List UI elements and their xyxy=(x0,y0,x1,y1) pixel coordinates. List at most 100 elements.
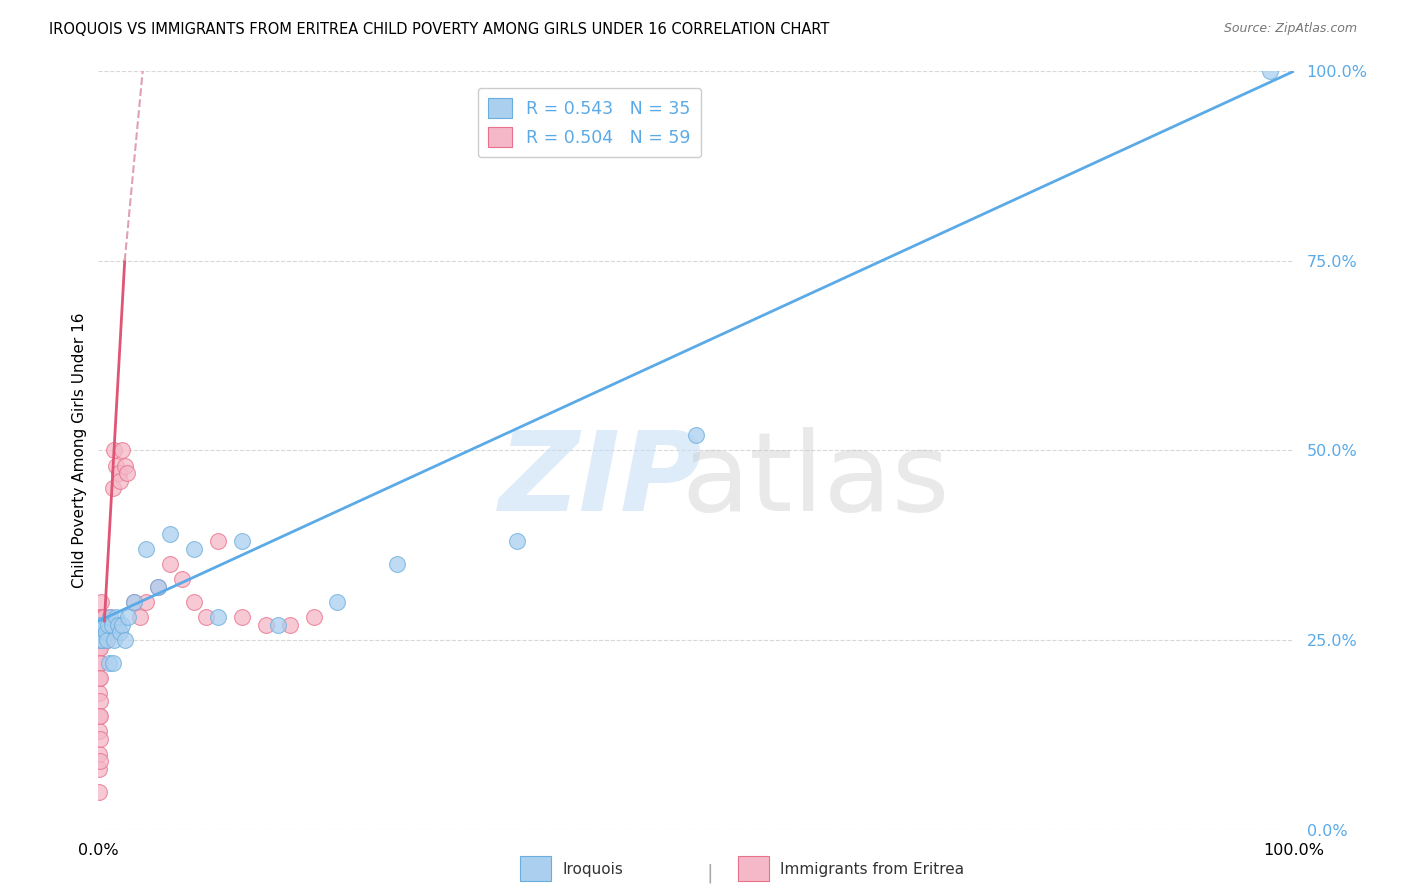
Point xyxy=(98,625,121,640)
Point xyxy=(105,610,128,624)
Point xyxy=(97,617,120,632)
Point xyxy=(148,580,170,594)
Point xyxy=(91,633,114,648)
Point xyxy=(96,633,118,648)
Point xyxy=(87,747,110,761)
Point xyxy=(91,622,114,636)
Point xyxy=(89,755,111,769)
Point xyxy=(148,580,170,594)
Point xyxy=(135,542,157,557)
Point xyxy=(90,617,112,632)
Point xyxy=(90,633,112,648)
Text: |: | xyxy=(707,863,713,883)
Point xyxy=(87,686,110,700)
Point xyxy=(129,610,152,624)
Point xyxy=(87,640,110,655)
Point xyxy=(111,443,134,458)
Point xyxy=(326,595,349,609)
Point xyxy=(124,595,146,609)
Point xyxy=(87,785,110,799)
Point xyxy=(94,617,117,632)
Point xyxy=(91,610,114,624)
Point xyxy=(89,617,111,632)
Point xyxy=(90,595,112,609)
Point xyxy=(267,617,290,632)
Point xyxy=(89,656,111,670)
Point xyxy=(87,762,110,776)
Point xyxy=(91,633,114,648)
Point xyxy=(115,467,138,481)
Point xyxy=(89,617,111,632)
Text: ZIP: ZIP xyxy=(499,427,702,534)
Point xyxy=(98,656,121,670)
Point xyxy=(231,534,253,549)
Point xyxy=(89,708,111,723)
Point xyxy=(105,458,128,473)
Point xyxy=(114,458,136,473)
Point xyxy=(103,633,125,648)
Point xyxy=(278,617,301,632)
Point xyxy=(87,625,110,640)
Point xyxy=(183,542,205,557)
Point xyxy=(98,610,122,624)
Point xyxy=(195,610,218,624)
Point xyxy=(90,617,112,632)
Text: Source: ZipAtlas.com: Source: ZipAtlas.com xyxy=(1223,22,1357,36)
Point xyxy=(89,625,111,640)
Point xyxy=(1258,64,1281,78)
Point xyxy=(114,633,136,648)
Point xyxy=(97,617,120,632)
Point xyxy=(103,443,125,458)
Point xyxy=(93,625,115,640)
Text: IROQUOIS VS IMMIGRANTS FROM ERITREA CHILD POVERTY AMONG GIRLS UNDER 16 CORRELATI: IROQUOIS VS IMMIGRANTS FROM ERITREA CHIL… xyxy=(49,22,830,37)
Point xyxy=(91,625,114,640)
Point xyxy=(98,610,122,624)
Point xyxy=(117,610,139,624)
Point xyxy=(89,617,111,632)
Point xyxy=(207,534,229,549)
Y-axis label: Child Poverty Among Girls Under 16: Child Poverty Among Girls Under 16 xyxy=(72,313,87,588)
Point xyxy=(89,694,111,708)
Point xyxy=(89,633,111,648)
Point xyxy=(100,617,122,632)
Point xyxy=(506,534,529,549)
Point xyxy=(172,573,194,587)
Text: atlas: atlas xyxy=(682,427,949,534)
Point xyxy=(94,625,117,640)
Point xyxy=(89,731,111,746)
Point xyxy=(89,671,111,685)
Point xyxy=(101,656,124,670)
Point xyxy=(87,610,110,624)
Point xyxy=(89,633,111,648)
Point xyxy=(91,610,114,624)
Point xyxy=(89,640,111,655)
Point xyxy=(87,724,110,739)
Point xyxy=(207,610,229,624)
Point xyxy=(385,557,409,572)
Point xyxy=(87,671,110,685)
Point xyxy=(87,617,110,632)
Point xyxy=(231,610,253,624)
Point xyxy=(135,595,157,609)
Legend: R = 0.543   N = 35, R = 0.504   N = 59: R = 0.543 N = 35, R = 0.504 N = 59 xyxy=(478,87,702,157)
Point xyxy=(101,482,124,496)
Point xyxy=(93,617,115,632)
Point xyxy=(107,617,129,632)
Point xyxy=(183,595,205,609)
Point xyxy=(159,557,181,572)
Point xyxy=(91,625,114,640)
Text: Iroquois: Iroquois xyxy=(562,863,623,877)
Point xyxy=(87,708,110,723)
Point xyxy=(87,656,110,670)
Point xyxy=(302,610,325,624)
Point xyxy=(108,625,131,640)
Point xyxy=(93,610,115,624)
Point xyxy=(254,617,277,632)
Text: Immigrants from Eritrea: Immigrants from Eritrea xyxy=(780,863,965,877)
Point xyxy=(685,428,707,442)
Point xyxy=(111,617,134,632)
Point xyxy=(107,467,129,481)
Point xyxy=(124,595,146,609)
Point xyxy=(159,526,181,541)
Point xyxy=(89,625,111,640)
